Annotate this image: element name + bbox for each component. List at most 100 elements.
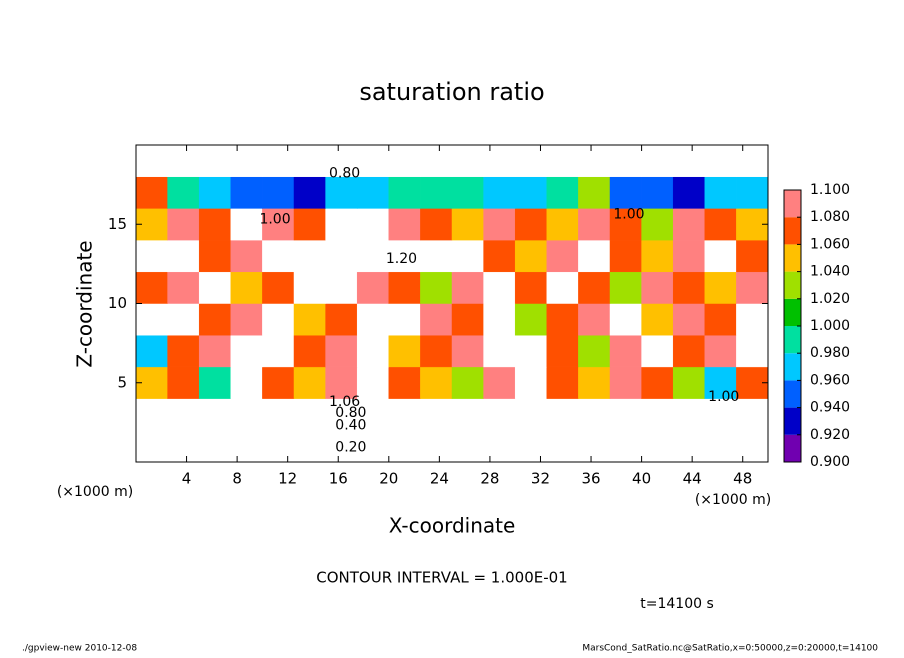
x-unit: (×1000 m): [695, 492, 771, 508]
field-cell: [672, 176, 706, 209]
field-cell: [420, 239, 453, 273]
field-cell: [672, 430, 706, 463]
field-cell: [262, 366, 295, 399]
x-axis-label: X-coordinate: [389, 514, 516, 538]
field-cell: [578, 430, 611, 463]
field-cell: [704, 398, 737, 431]
field-cell: [293, 144, 326, 177]
field-cell: [135, 144, 168, 177]
field-cell: [483, 144, 516, 177]
x-tick-label: 16: [329, 470, 348, 488]
colorbar-band: [784, 244, 801, 272]
field-cell: [609, 144, 642, 177]
field-cell: [198, 398, 232, 431]
field-cell: [704, 239, 737, 273]
field-cell: [641, 303, 674, 336]
contour-label: 1.20: [386, 251, 417, 267]
field-cell: [451, 303, 484, 336]
field-cell: [451, 366, 484, 399]
field-cell: [420, 208, 453, 241]
field-cell: [420, 144, 453, 177]
field-cell: [167, 366, 200, 399]
field-cell: [451, 430, 484, 463]
field-cell: [198, 239, 232, 273]
field-cell: [167, 430, 200, 463]
field-cell: [641, 271, 674, 304]
field-cell: [135, 334, 168, 368]
field-cell: [546, 271, 579, 304]
colorbar-tick-label: 0.920: [810, 427, 850, 443]
field-cell: [609, 271, 642, 304]
field-cell: [325, 366, 358, 399]
contour-label: 1.00: [613, 207, 644, 223]
field-cell: [420, 303, 453, 336]
field-cell: [672, 208, 706, 241]
field-cell: [704, 366, 737, 399]
field-cell: [293, 430, 326, 463]
colorbar-tick-label: 1.000: [810, 318, 850, 334]
field-cell: [167, 176, 200, 209]
field-cell: [609, 176, 642, 209]
colorbar-tick-label: 0.960: [810, 372, 850, 388]
field-cell: [388, 398, 421, 431]
colorbar-band: [784, 326, 801, 354]
x-tick-label: 24: [430, 470, 449, 488]
field-cell: [546, 208, 579, 241]
field-cell: [609, 398, 642, 431]
field-cell: [672, 239, 706, 273]
x-tick-label: 4: [182, 470, 192, 488]
field-cell: [420, 334, 453, 368]
field-cell: [388, 176, 421, 209]
field-cell: [262, 334, 295, 368]
field-cell: [388, 208, 421, 241]
field-cell: [578, 398, 611, 431]
field-cell: [167, 271, 200, 304]
field-cell: [483, 398, 516, 431]
colorbar-band: [784, 380, 801, 408]
field-cell: [736, 334, 769, 368]
field-cell: [388, 366, 421, 399]
field-cell: [451, 398, 484, 431]
field-cell: [167, 144, 200, 177]
field-cell: [609, 366, 642, 399]
field-cell: [546, 398, 579, 431]
field-cell: [736, 303, 769, 336]
field-cell: [451, 208, 484, 241]
field-cell: [356, 303, 390, 336]
field-cell: [388, 303, 421, 336]
field-cell: [704, 208, 737, 241]
field-cell: [262, 303, 295, 336]
field-cell: [356, 366, 390, 399]
field-cell: [325, 239, 358, 273]
field-cell: [451, 239, 484, 273]
field-cell: [578, 208, 611, 241]
field-cell: [325, 303, 358, 336]
field-cell: [641, 430, 674, 463]
field-cell: [704, 430, 737, 463]
field-cell: [451, 144, 484, 177]
field-cell: [293, 271, 326, 304]
field-cell: [546, 334, 579, 368]
field-cell: [356, 398, 390, 431]
field-cell: [198, 208, 232, 241]
field-cell: [230, 398, 263, 431]
colorbar-band: [784, 434, 801, 462]
field-cell: [198, 366, 232, 399]
field-cell: [546, 176, 579, 209]
contour-label: 0.40: [335, 418, 366, 434]
field-cell: [672, 271, 706, 304]
field-cell: [578, 271, 611, 304]
field-cell: [641, 398, 674, 431]
field-cell: [262, 239, 295, 273]
colorbar-tick-label: 0.980: [810, 345, 850, 361]
field-cell: [167, 334, 200, 368]
field-cell: [704, 271, 737, 304]
field-cell: [578, 303, 611, 336]
field-cell: [672, 303, 706, 336]
field-cell: [167, 208, 200, 241]
field-cell: [578, 366, 611, 399]
field-cell: [514, 334, 548, 368]
field-cell: [483, 208, 516, 241]
colorbar-tick-label: 0.940: [810, 400, 850, 416]
field-cell: [325, 271, 358, 304]
